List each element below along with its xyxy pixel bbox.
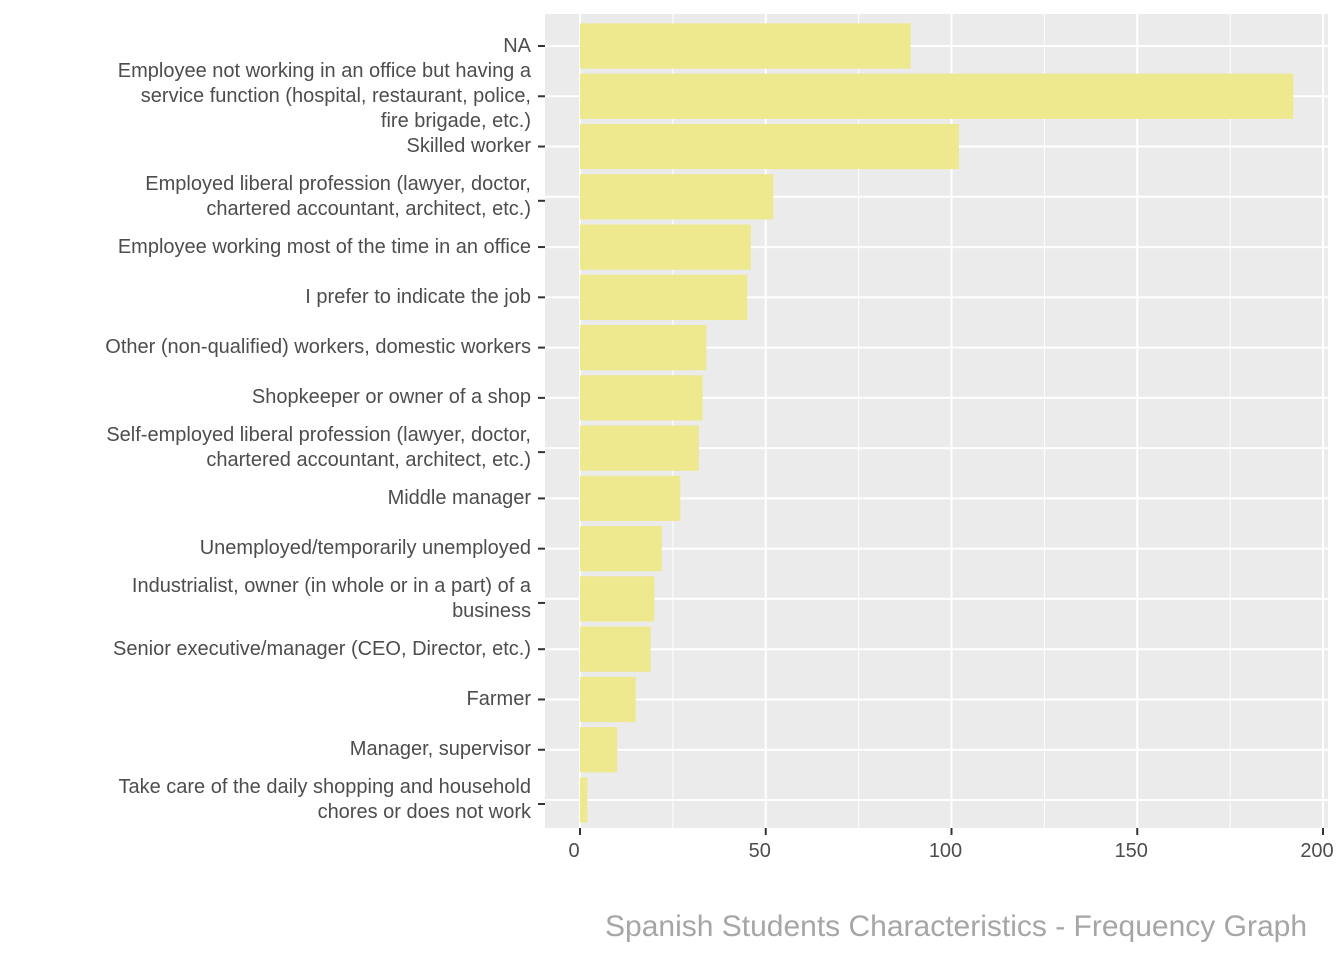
bar [580, 676, 636, 723]
bars [580, 23, 1294, 823]
bar [580, 224, 751, 270]
bar [580, 727, 618, 773]
y-tick-label: Industrialist, owner (in whole or in a p… [131, 574, 531, 622]
x-tick-label: 200 [1300, 840, 1334, 862]
bar [580, 526, 662, 572]
bar [580, 23, 911, 69]
bar [580, 274, 748, 320]
x-tick-label: 0 [568, 840, 580, 862]
bar [580, 123, 959, 170]
x-axis-ticks [579, 828, 1324, 835]
y-tick-label: Employed liberal profession (lawyer, doc… [145, 172, 531, 220]
bar [580, 576, 655, 622]
y-tick-label: I prefer to indicate the job [305, 285, 531, 308]
y-tick-label: Shopkeeper or owner of a shop [251, 386, 531, 409]
bar [580, 375, 703, 421]
bar [580, 324, 707, 371]
y-tick-label: Employee not working in an office but ha… [117, 59, 531, 132]
y-tick-label: Self-employed liberal profession (lawyer… [106, 424, 531, 472]
bar [580, 626, 651, 672]
y-tick-label: Employee working most of the time in an … [117, 235, 531, 258]
x-tick-label: 50 [748, 840, 771, 862]
bar [580, 777, 588, 823]
y-tick-label: Unemployed/temporarily unemployed [199, 537, 531, 560]
chart-caption: Spanish Students Characteristics - Frequ… [605, 910, 1307, 943]
bar [580, 174, 774, 220]
y-tick-label: Skilled worker [406, 135, 531, 158]
y-tick-label: Take care of the daily shopping and hous… [118, 776, 531, 823]
y-tick-label: Other (non-qualified) workers, domestic … [105, 336, 531, 359]
y-tick-label: Farmer [466, 687, 531, 710]
bar [580, 425, 699, 471]
y-tick-label: Senior executive/manager (CEO, Director,… [113, 637, 531, 660]
y-tick-label: NA [503, 34, 531, 57]
bar [580, 73, 1294, 119]
y-tick-label: Manager, supervisor [349, 738, 531, 761]
y-axis-ticks [538, 45, 545, 805]
x-tick-label: 150 [1114, 840, 1148, 862]
x-tick-label: 100 [928, 840, 963, 862]
y-tick-label: Middle manager [387, 486, 531, 509]
bar [580, 475, 681, 522]
